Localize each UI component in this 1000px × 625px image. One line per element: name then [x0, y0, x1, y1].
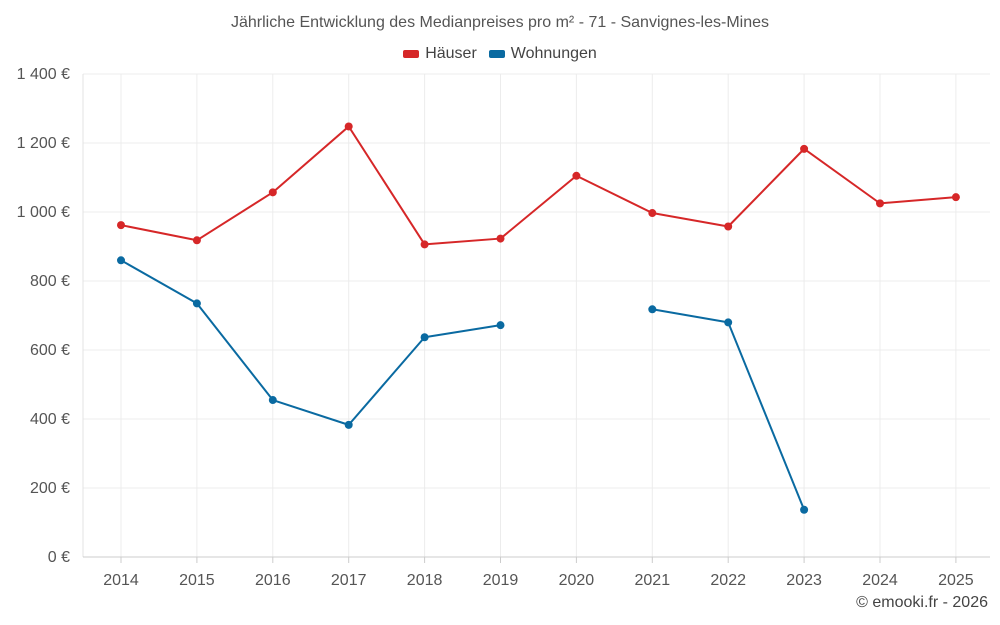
x-tick-label: 2023 [786, 572, 822, 589]
data-point[interactable] [800, 144, 809, 153]
series-houses [117, 122, 960, 249]
data-point[interactable] [117, 256, 125, 265]
series-line-segment [271, 125, 350, 194]
series-line-segment [727, 147, 806, 228]
series-line-segment [195, 302, 274, 402]
y-tick-label: 800 € [30, 273, 70, 290]
data-point[interactable] [344, 420, 353, 429]
data-point[interactable] [268, 396, 277, 405]
legend-swatch-apartments [488, 50, 505, 58]
data-point[interactable] [876, 199, 884, 208]
data-point[interactable] [724, 318, 733, 327]
legend: Häuser Wohnungen [0, 45, 1000, 63]
data-point[interactable] [496, 234, 505, 243]
series-line-segment [651, 212, 730, 228]
x-tick-label: 2021 [635, 572, 671, 589]
series-line-segment [575, 174, 654, 215]
y-tick-label: 1 000 € [17, 204, 70, 221]
credit-text: © emooki.fr - 2026 [856, 594, 988, 611]
series-layer [117, 122, 960, 514]
x-tick-label: 2019 [483, 572, 519, 589]
series-line-segment [803, 147, 881, 205]
series-line-segment [879, 196, 957, 205]
chart-title: Jährliche Entwicklung des Medianpreises … [230, 14, 769, 31]
x-tick-label: 2025 [938, 572, 974, 589]
data-point[interactable] [192, 299, 201, 308]
x-tick-label: 2020 [559, 572, 595, 589]
x-tick-label: 2016 [255, 572, 291, 589]
x-tick-label: 2017 [331, 572, 367, 589]
data-point[interactable] [268, 188, 277, 197]
data-point[interactable] [951, 193, 960, 202]
axes: 0 € 200 € 400 € 600 € 800 € 1 000 € 1 200 € 1 4… [17, 66, 990, 589]
data-point[interactable] [800, 505, 809, 514]
y-tick-label: 200 € [30, 480, 70, 497]
y-tick-label: 1 200 € [17, 135, 70, 152]
y-tick-label: 400 € [30, 411, 70, 428]
x-tick-label: 2022 [710, 572, 746, 589]
legend-label-apartments: Wohnungen [510, 45, 597, 62]
series-line-segment [499, 174, 578, 240]
data-point[interactable] [420, 333, 429, 342]
data-point[interactable] [496, 321, 505, 330]
x-tick-label: 2015 [179, 572, 215, 589]
series-line-segment [727, 321, 806, 511]
data-point[interactable] [117, 221, 125, 230]
data-point[interactable] [572, 171, 581, 180]
legend-label-houses: Häuser [425, 45, 477, 62]
x-tick-label: 2024 [862, 572, 898, 589]
legend-item-apartments[interactable]: Wohnungen [488, 45, 597, 63]
data-point[interactable] [724, 222, 733, 231]
data-point[interactable] [192, 236, 201, 245]
data-point[interactable] [648, 305, 657, 314]
series-line-segment [271, 399, 350, 426]
series-line-segment [347, 125, 426, 246]
series-line-segment [195, 191, 274, 242]
series-line-segment [651, 308, 730, 324]
y-tick-label: 600 € [30, 342, 70, 359]
data-point[interactable] [344, 122, 353, 131]
series-line-segment [120, 259, 198, 305]
data-point[interactable] [420, 240, 429, 249]
data-point[interactable] [648, 209, 657, 218]
series-line-segment [423, 324, 502, 339]
y-tick-label: 1 400 € [17, 66, 70, 83]
series-apartments [117, 256, 809, 514]
series-line-segment [423, 237, 502, 246]
y-tick-label: 0 € [48, 549, 70, 566]
x-tick-label: 2014 [103, 572, 139, 589]
series-line-segment [347, 336, 426, 426]
series-line-segment [120, 224, 198, 242]
legend-swatch-houses [403, 50, 420, 58]
x-tick-label: 2018 [407, 572, 443, 589]
grid [83, 73, 990, 557]
legend-item-houses[interactable]: Häuser [403, 45, 477, 63]
